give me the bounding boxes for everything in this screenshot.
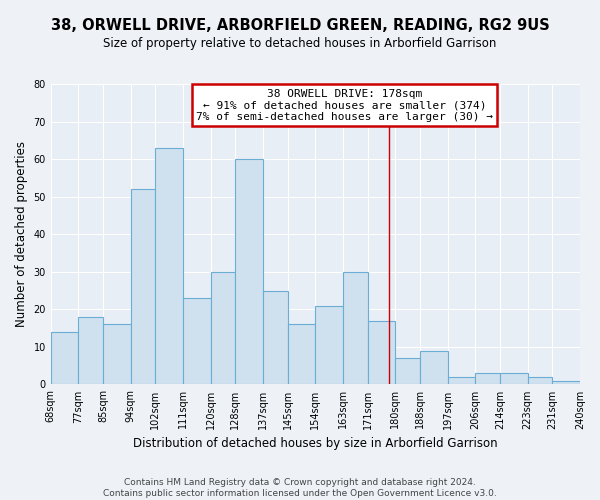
Bar: [288, 324, 316, 384]
Text: Contains HM Land Registry data © Crown copyright and database right 2024.
Contai: Contains HM Land Registry data © Crown c…: [103, 478, 497, 498]
Bar: [211, 272, 235, 384]
Bar: [553, 380, 580, 384]
Bar: [368, 320, 395, 384]
X-axis label: Distribution of detached houses by size in Arborfield Garrison: Distribution of detached houses by size …: [133, 437, 498, 450]
Bar: [500, 373, 527, 384]
Y-axis label: Number of detached properties: Number of detached properties: [15, 141, 28, 327]
Bar: [448, 377, 475, 384]
Text: 38, ORWELL DRIVE, ARBORFIELD GREEN, READING, RG2 9US: 38, ORWELL DRIVE, ARBORFIELD GREEN, READ…: [50, 18, 550, 32]
Bar: [103, 324, 131, 384]
Bar: [235, 159, 263, 384]
Bar: [343, 272, 368, 384]
Bar: [51, 332, 79, 384]
Bar: [420, 350, 448, 384]
Bar: [155, 148, 183, 384]
Text: 38 ORWELL DRIVE: 178sqm
← 91% of detached houses are smaller (374)
7% of semi-de: 38 ORWELL DRIVE: 178sqm ← 91% of detache…: [196, 88, 493, 122]
Bar: [527, 377, 553, 384]
Bar: [475, 373, 500, 384]
Bar: [316, 306, 343, 384]
Bar: [263, 290, 288, 384]
Bar: [395, 358, 420, 384]
Bar: [79, 317, 103, 384]
Text: Size of property relative to detached houses in Arborfield Garrison: Size of property relative to detached ho…: [103, 38, 497, 51]
Bar: [183, 298, 211, 384]
Bar: [131, 189, 155, 384]
